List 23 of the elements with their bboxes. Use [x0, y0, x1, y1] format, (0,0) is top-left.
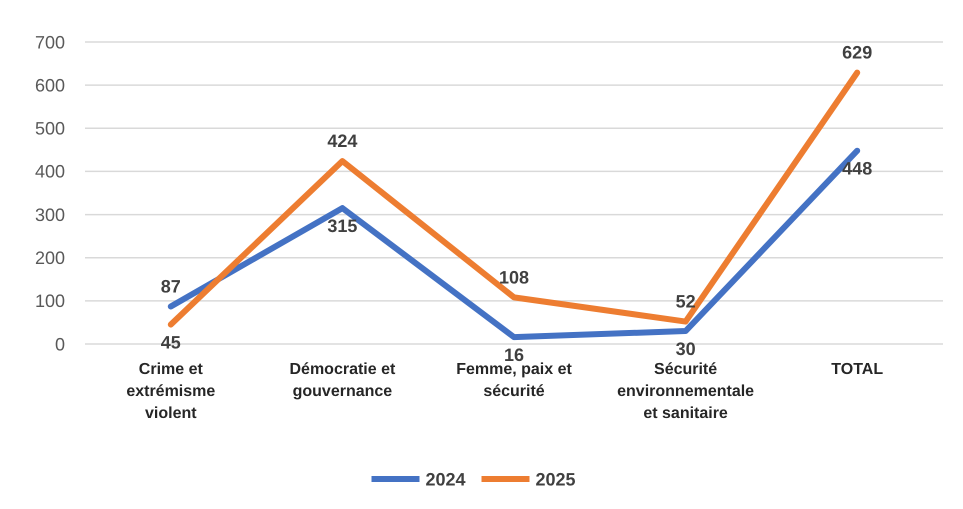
y-tick-label: 700 — [34, 32, 65, 52]
data-label: 315 — [327, 216, 358, 236]
y-tick-label: 300 — [34, 204, 65, 225]
x-tick-label: Sécurité environnementale et sanitaire — [617, 361, 754, 422]
data-label: 448 — [842, 158, 872, 179]
data-label: 424 — [327, 131, 358, 152]
y-tick-label: 400 — [34, 162, 65, 182]
x-tick-label: Crime et extrémisme violent — [126, 361, 216, 422]
data-label: 87 — [160, 276, 181, 296]
data-label: 45 — [160, 332, 181, 353]
data-label: 629 — [842, 42, 872, 63]
data-label: 52 — [676, 292, 696, 312]
legend-label: 2024 — [426, 469, 466, 490]
x-tick-label: TOTAL — [831, 361, 884, 378]
data-label: 30 — [676, 339, 696, 360]
legend-label: 2025 — [536, 469, 576, 490]
y-tick-label: 500 — [34, 118, 65, 139]
y-tick-label: 200 — [34, 248, 65, 268]
y-tick-label: 600 — [34, 75, 65, 96]
x-tick-label: Démocratie et gouvernance — [289, 361, 396, 400]
data-label: 108 — [498, 267, 530, 288]
y-tick-label: 0 — [54, 334, 65, 354]
y-tick-label: 100 — [34, 291, 65, 312]
